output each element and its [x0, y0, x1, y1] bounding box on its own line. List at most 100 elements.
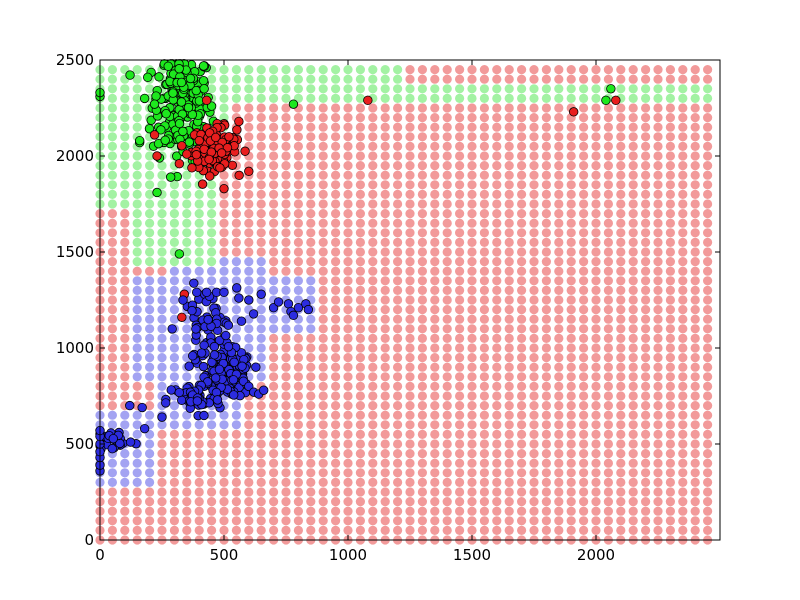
region-point-red: [641, 429, 651, 439]
region-point-blue: [182, 420, 192, 430]
region-point-red: [541, 305, 552, 315]
region-point-red: [219, 487, 229, 497]
region-point-red: [554, 151, 564, 161]
region-point-red: [653, 506, 663, 516]
region-point-red: [355, 276, 365, 286]
region-point-red: [219, 199, 229, 209]
region-point-red: [368, 391, 378, 401]
region-point-red: [442, 199, 452, 209]
region-point-red: [380, 516, 390, 526]
region-point-red: [479, 122, 489, 132]
region-point-red: [653, 189, 663, 199]
region-point-red: [641, 218, 651, 228]
region-point-red: [703, 141, 713, 151]
region-point-red: [690, 506, 700, 516]
region-point-blue: [207, 276, 217, 286]
region-point-red: [107, 237, 117, 247]
region-point-red: [355, 362, 365, 372]
data-point-blue: [232, 283, 242, 293]
region-point-red: [281, 410, 291, 420]
region-point-red: [492, 333, 502, 343]
data-point-blue: [192, 396, 203, 406]
region-point-red: [244, 420, 254, 430]
region-point-red: [678, 65, 688, 75]
region-point-red: [517, 161, 527, 171]
region-point-red: [628, 218, 638, 228]
region-point-red: [566, 285, 576, 295]
region-point-red: [256, 161, 266, 171]
region-point-red: [405, 439, 415, 449]
region-point-red: [529, 333, 539, 343]
region-point-red: [455, 324, 465, 334]
region-point-red: [467, 449, 477, 459]
region-point-red: [591, 439, 601, 449]
region-point-red: [405, 497, 415, 507]
region-point-green: [405, 93, 415, 103]
region-point-red: [318, 401, 328, 411]
region-point-red: [653, 362, 663, 372]
region-point-blue: [219, 266, 229, 276]
region-point-blue: [219, 276, 229, 286]
region-point-red: [579, 266, 589, 276]
region-point-red: [120, 362, 130, 372]
region-point-green: [355, 65, 365, 75]
region-point-red: [479, 362, 489, 372]
region-point-red: [690, 151, 700, 161]
region-point-red: [492, 525, 502, 536]
region-point-red: [690, 65, 700, 75]
region-point-red: [455, 372, 465, 382]
region-point-red: [405, 218, 415, 228]
region-point-red: [665, 247, 676, 257]
region-point-red: [405, 324, 415, 334]
region-point-red: [579, 276, 589, 286]
region-point-red: [517, 237, 527, 247]
data-point-blue: [212, 395, 223, 405]
region-point-red: [169, 429, 179, 439]
region-point-red: [293, 247, 303, 257]
region-point-red: [467, 497, 477, 507]
region-point-red: [455, 468, 465, 478]
region-point-red: [120, 247, 130, 257]
region-point-red: [591, 103, 601, 113]
region-point-red: [380, 372, 390, 382]
region-point-red: [120, 525, 130, 536]
region-point-red: [554, 266, 564, 276]
region-point-red: [442, 122, 452, 132]
region-point-red: [219, 247, 229, 257]
region-point-red: [603, 372, 614, 382]
region-point-red: [566, 74, 576, 84]
region-point-red: [690, 381, 700, 391]
region-point-red: [306, 151, 316, 161]
region-point-red: [529, 151, 539, 161]
region-point-red: [554, 362, 564, 372]
region-point-red: [455, 285, 465, 295]
region-point-green: [107, 132, 117, 142]
region-point-red: [331, 199, 341, 209]
region-point-green: [132, 209, 142, 219]
region-point-red: [616, 132, 626, 142]
region-point-red: [244, 199, 254, 209]
region-point-red: [455, 189, 465, 199]
region-point-red: [479, 305, 489, 315]
region-point-red: [541, 257, 552, 267]
region-point-red: [504, 199, 514, 209]
region-point-red: [628, 103, 638, 113]
region-point-blue: [269, 285, 279, 295]
region-point-red: [566, 449, 576, 459]
region-point-red: [455, 276, 465, 286]
region-point-red: [492, 74, 502, 84]
region-point-blue: [293, 276, 303, 286]
data-point-green: [198, 61, 209, 71]
region-point-red: [579, 487, 589, 497]
region-point-red: [653, 65, 663, 75]
data-point-blue: [139, 423, 150, 434]
region-point-red: [616, 266, 626, 276]
region-point-red: [467, 209, 477, 219]
region-point-blue: [269, 314, 279, 324]
region-point-red: [492, 276, 502, 286]
region-point-red: [417, 362, 427, 372]
region-point-red: [641, 439, 651, 449]
region-point-red: [455, 209, 465, 219]
region-point-red: [393, 420, 403, 430]
region-point-red: [616, 122, 626, 132]
